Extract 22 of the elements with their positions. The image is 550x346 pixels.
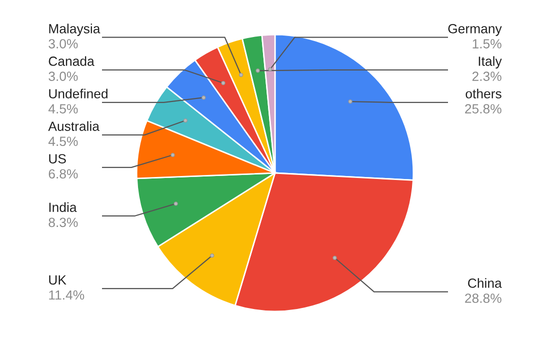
slice-label: Germany [448, 24, 502, 36]
data-label: 2.3% [472, 72, 502, 81]
slice-label: US [49, 154, 66, 164]
slice-label: Canada [48, 56, 94, 66]
data-label: 8.3% [48, 218, 78, 228]
slice-label: others [466, 88, 502, 98]
slice-label: Italy [478, 56, 502, 69]
data-label: 11.4% [49, 290, 84, 300]
data-label: 3.0% [48, 39, 78, 48]
slice-label: Malaysia [49, 24, 100, 36]
data-label: 4.5% [48, 136, 78, 146]
data-label: 25.8% [465, 104, 502, 114]
data-label: 28.8% [465, 294, 502, 303]
slice-label: China [468, 278, 502, 288]
slice-label: UK [49, 275, 66, 285]
data-label: 4.5% [48, 104, 78, 114]
slice-label: India [49, 202, 77, 212]
slice-label: Undefined [49, 88, 108, 98]
data-label: 3.0% [48, 72, 78, 81]
data-label: 6.8% [48, 169, 78, 179]
slice-label: Australia [48, 121, 100, 131]
data-label: 1.5% [472, 39, 502, 48]
